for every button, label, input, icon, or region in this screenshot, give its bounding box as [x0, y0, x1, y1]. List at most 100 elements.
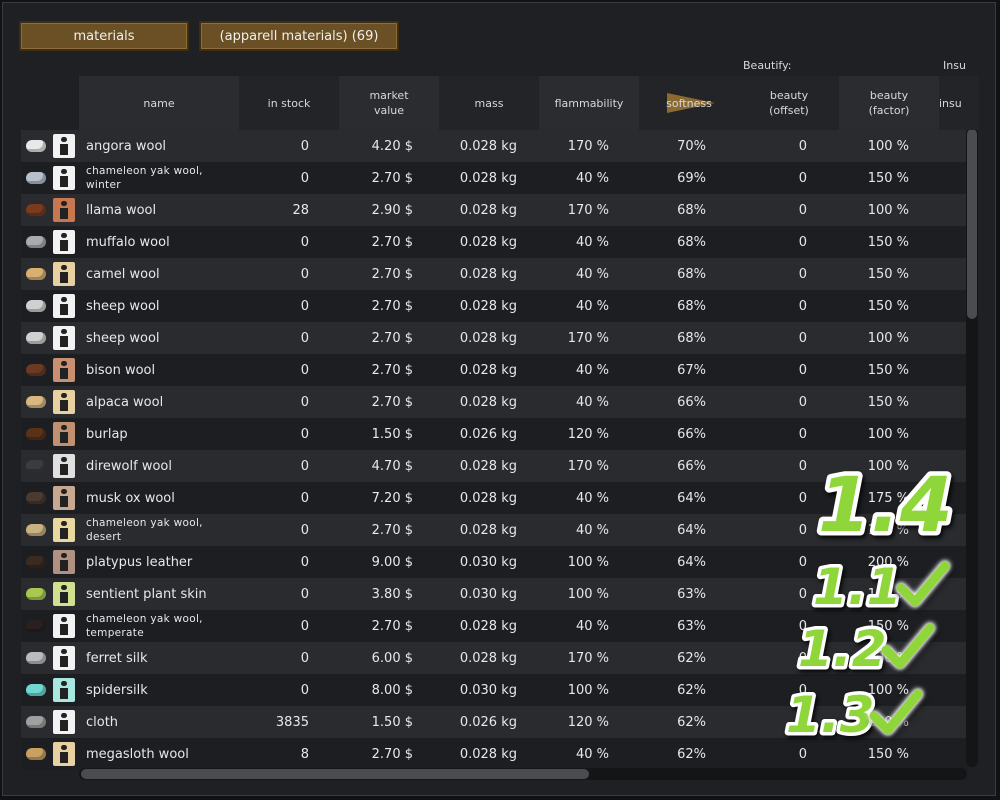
name-cell: camel wool [86, 266, 160, 282]
checkmark [869, 689, 923, 735]
group-label: Insu [943, 59, 966, 72]
scroll-thumb[interactable] [81, 769, 589, 779]
checkmark [896, 561, 950, 607]
value-cell: 200 % [867, 554, 909, 570]
value-cell: 150 % [867, 362, 909, 378]
name-cell: direwolf wool [86, 458, 172, 474]
info-button[interactable] [53, 582, 75, 606]
table-row: bison wool 0 2.70 $ 0.028 kg 40 % 67% 0 150 % [21, 354, 969, 386]
column-header[interactable]: market value [339, 76, 439, 130]
value-cell: 0.030 kg [459, 586, 517, 602]
vertical-scrollbar[interactable] [966, 127, 978, 767]
value-cell: 66% [677, 394, 706, 410]
info-button[interactable] [53, 358, 75, 382]
tab-button[interactable]: (apparell materials) (69) [199, 21, 399, 51]
info-button[interactable] [53, 166, 75, 190]
material-icon [26, 364, 46, 376]
info-button[interactable] [53, 678, 75, 702]
info-button[interactable] [53, 742, 75, 766]
material-icon [26, 556, 46, 568]
info-button[interactable] [53, 710, 75, 734]
scroll-thumb[interactable] [967, 129, 977, 319]
name-cell: llama wool [86, 202, 157, 218]
info-button[interactable] [53, 262, 75, 286]
name-cell: sentient plant skin [86, 586, 207, 602]
value-cell: 3835 [275, 714, 309, 730]
info-button[interactable] [53, 646, 75, 670]
value-cell: 1.50 $ [371, 714, 413, 730]
value-cell: 0 [798, 298, 807, 314]
material-icon [26, 172, 46, 184]
info-button[interactable] [53, 422, 75, 446]
value-cell: 2.70 $ [371, 266, 413, 282]
value-cell: 0 [300, 266, 309, 282]
column-header[interactable]: in stock [239, 76, 339, 130]
name-cell: chameleon yak wool, desert [86, 517, 203, 543]
info-button[interactable] [53, 198, 75, 222]
value-cell: 0 [798, 234, 807, 250]
value-cell: 0 [300, 458, 309, 474]
value-cell: 100 % [867, 458, 909, 474]
info-button[interactable] [53, 390, 75, 414]
version-badges: 1.4 1.11.2 1.3 [783, 456, 958, 748]
value-cell: 68% [677, 298, 706, 314]
horizontal-scrollbar[interactable] [79, 768, 967, 780]
table-row: musk ox wool 0 7.20 $ 0.028 kg 40 % 64% 0 175 % [21, 482, 969, 514]
value-cell: 66% [677, 458, 706, 474]
value-cell: 0 [300, 234, 309, 250]
info-button[interactable] [53, 518, 75, 542]
value-cell: 9.00 $ [371, 554, 413, 570]
value-cell: 0.028 kg [459, 330, 517, 346]
value-cell: 0 [300, 138, 309, 154]
column-header[interactable]: beauty (factor) [839, 76, 939, 130]
table-row: cloth 3835 1.50 $0.026 kg 120 % 62% 0 100 % [21, 706, 969, 738]
value-cell: 0.028 kg [459, 234, 517, 250]
column-header[interactable]: name [79, 76, 239, 130]
value-cell: 100 % [567, 554, 609, 570]
value-cell: 63% [677, 586, 706, 602]
column-header[interactable]: beauty (offset) [739, 76, 839, 130]
value-cell: 28 [292, 202, 309, 218]
value-cell: 1.50 $ [371, 426, 413, 442]
info-button[interactable] [53, 134, 75, 158]
sort-indicator [667, 93, 715, 113]
material-icon [26, 652, 46, 664]
column-header[interactable]: insu [939, 76, 979, 130]
value-cell: 150 % [867, 618, 909, 634]
info-button[interactable] [53, 454, 75, 478]
value-cell: 7.20 $ [371, 490, 413, 506]
value-cell: 0.030 kg [459, 554, 517, 570]
value-cell: 0.028 kg [459, 458, 517, 474]
value-cell: 40 % [575, 170, 609, 186]
value-cell: 0 [300, 362, 309, 378]
info-button[interactable] [53, 614, 75, 638]
value-cell: 40 % [575, 234, 609, 250]
value-cell: 0 [798, 682, 807, 698]
value-cell: 0 [300, 618, 309, 634]
column-header[interactable]: mass [439, 76, 539, 130]
value-cell: 70% [677, 138, 706, 154]
value-cell: 8.00 $ [371, 682, 413, 698]
value-cell: 0.028 kg [459, 298, 517, 314]
value-cell: 0 [300, 586, 309, 602]
value-cell: 0.028 kg [459, 522, 517, 538]
column-header[interactable]: flammability [539, 76, 639, 130]
material-icon [26, 236, 46, 248]
version-badge: 1.2 [798, 620, 887, 678]
info-button[interactable] [53, 486, 75, 510]
info-button[interactable] [53, 326, 75, 350]
info-button[interactable] [53, 294, 75, 318]
value-cell: 40 % [575, 266, 609, 282]
table-row: muffalo wool 0 2.70 $ 0.028 kg 40 % 68% 0 150 % [21, 226, 969, 258]
info-button[interactable] [53, 550, 75, 574]
value-cell: 2.70 $ [371, 522, 413, 538]
table-row: chameleon yak wool, winter 0 2.70 $ 0.028 k… [21, 162, 969, 194]
name-cell: angora wool [86, 138, 167, 154]
info-button[interactable] [53, 230, 75, 254]
name-cell: musk ox wool [86, 490, 175, 506]
name-cell: burlap [86, 426, 128, 442]
column-header[interactable]: softness [639, 76, 739, 130]
tab-button[interactable]: materials [19, 21, 189, 51]
value-cell: 100 % [867, 202, 909, 218]
value-cell: 0 [798, 586, 807, 602]
